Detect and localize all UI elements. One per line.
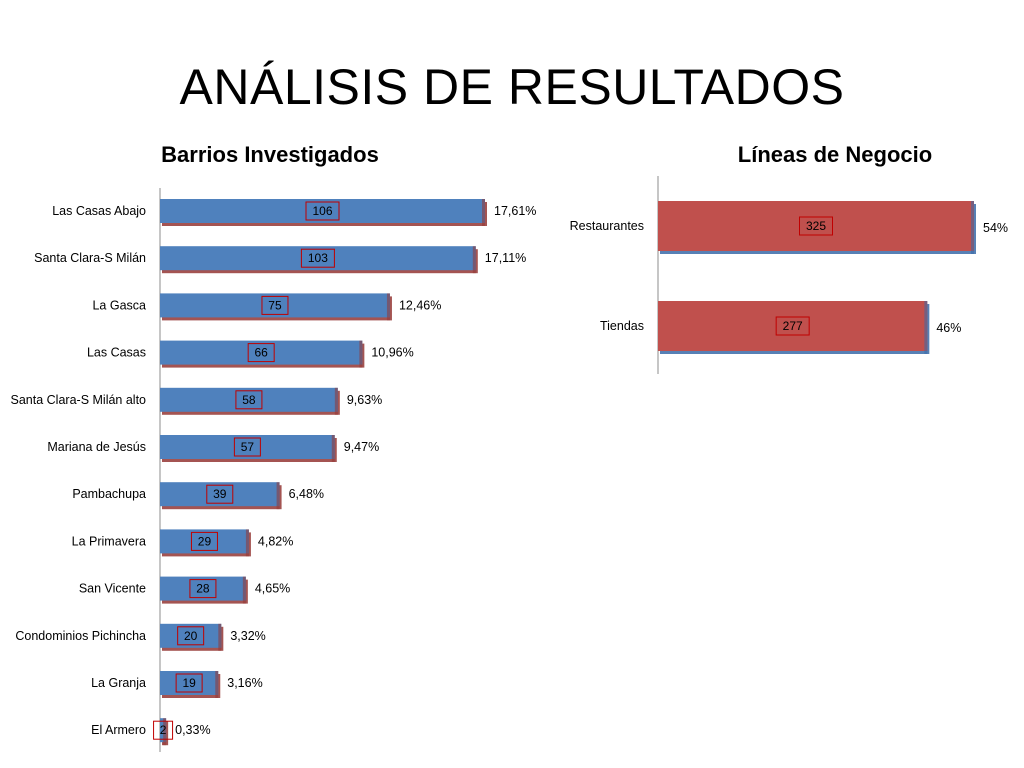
percent-label-la-granja: 3,16% <box>227 676 262 690</box>
bar-edge-la-primavera <box>245 529 249 557</box>
bar-tiendas <box>658 301 928 351</box>
value-label-santa-clara-s-milan: 103 <box>308 251 328 265</box>
lineas-chart-title: Líneas de Negocio <box>737 142 933 167</box>
value-box-la-granja <box>175 673 203 693</box>
category-label-mariana-de-jesus: Mariana de Jesús <box>47 440 146 454</box>
bar-la-primavera <box>160 529 249 554</box>
category-label-la-gasca: La Gasca <box>92 298 146 312</box>
value-box-la-primavera <box>190 531 218 551</box>
barrios-chart-title: Barrios Investigados <box>161 142 379 167</box>
bar-edge-restaurantes <box>971 201 974 254</box>
bar-edge-el-armero <box>163 718 167 746</box>
value-label-santa-clara-s-milan-alto: 58 <box>242 393 256 407</box>
bar-mariana-de-jesus <box>160 435 335 459</box>
bar-edge-la-gasca <box>386 293 390 321</box>
percent-label-mariana-de-jesus: 9,47% <box>344 440 379 454</box>
percent-label-el-armero: 0,33% <box>175 723 210 737</box>
value-label-san-vicente: 28 <box>196 582 210 596</box>
category-label-san-vicente: San Vicente <box>79 582 146 596</box>
bar-edge-pambachupa <box>276 482 280 510</box>
value-box-la-gasca <box>261 295 289 315</box>
bar-edge-las-casas-abajo <box>482 199 485 226</box>
bar-edge-tiendas <box>924 301 928 354</box>
value-box-el-armero <box>153 720 174 740</box>
bar-pambachupa <box>160 482 280 507</box>
value-label-mariana-de-jesus: 57 <box>241 440 255 454</box>
percent-label-la-primavera: 4,82% <box>258 534 293 548</box>
bar-edge-mariana-de-jesus <box>331 435 335 462</box>
value-box-tiendas <box>775 316 810 336</box>
bar-la-granja <box>160 671 219 695</box>
category-label-santa-clara-s-milan: Santa Clara-S Milán <box>34 251 146 265</box>
bar-el-armero <box>160 718 167 743</box>
value-box-pambachupa <box>206 484 234 504</box>
bar-las-casas <box>160 340 363 365</box>
percent-label-la-gasca: 12,46% <box>399 298 441 312</box>
category-label-restaurantes: Restaurantes <box>570 219 644 233</box>
category-label-condominios-pichincha: Condominios Pichincha <box>15 629 146 643</box>
percent-label-las-casas-abajo: 17,61% <box>494 204 536 218</box>
value-box-santa-clara-s-milan-alto <box>235 390 263 410</box>
bar-edge-condominios-pichincha <box>218 623 222 651</box>
bar-la-gasca <box>160 293 390 318</box>
value-box-san-vicente <box>189 579 217 599</box>
value-box-mariana-de-jesus <box>233 437 261 457</box>
category-label-la-primavera: La Primavera <box>72 534 146 548</box>
bar-edge-las-casas <box>359 340 363 368</box>
value-box-restaurantes <box>799 216 833 236</box>
bar-santa-clara-s-milan-alto <box>160 387 338 412</box>
category-label-pambachupa: Pambachupa <box>72 487 146 501</box>
category-label-las-casas: Las Casas <box>87 346 146 360</box>
value-label-las-casas: 66 <box>254 346 268 360</box>
value-label-tiendas: 277 <box>783 319 803 333</box>
percent-label-pambachupa: 6,48% <box>289 487 324 501</box>
bar-santa-clara-s-milan <box>160 246 476 271</box>
value-box-las-casas-abajo <box>305 201 340 221</box>
percent-label-tiendas: 46% <box>936 321 961 335</box>
value-box-condominios-pichincha <box>177 626 205 646</box>
value-label-la-primavera: 29 <box>198 534 212 548</box>
value-label-pambachupa: 39 <box>213 487 227 501</box>
bar-restaurantes <box>658 201 974 251</box>
category-label-tiendas: Tiendas <box>600 319 644 333</box>
value-label-las-casas-abajo: 106 <box>312 204 332 218</box>
bar-edge-san-vicente <box>242 576 246 604</box>
value-label-la-granja: 19 <box>182 676 196 690</box>
category-label-santa-clara-s-milan-alto: Santa Clara-S Milán alto <box>11 393 147 407</box>
percent-label-restaurantes: 54% <box>983 221 1008 235</box>
bar-edge-santa-clara-s-milan-alto <box>334 387 338 415</box>
percent-label-condominios-pichincha: 3,32% <box>230 629 265 643</box>
bar-condominios-pichincha <box>160 623 222 648</box>
slide-title: ANÁLISIS DE RESULTADOS <box>179 59 845 115</box>
bar-las-casas-abajo <box>160 199 485 223</box>
percent-label-las-casas: 10,96% <box>371 346 413 360</box>
value-label-el-armero: 2 <box>160 723 167 737</box>
value-label-condominios-pichincha: 20 <box>184 629 198 643</box>
category-label-el-armero: El Armero <box>91 723 146 737</box>
category-label-la-granja: La Granja <box>91 676 146 690</box>
value-box-las-casas <box>247 343 275 363</box>
bar-edge-santa-clara-s-milan <box>472 246 476 274</box>
percent-label-santa-clara-s-milan: 17,11% <box>485 251 526 265</box>
percent-label-san-vicente: 4,65% <box>255 582 290 596</box>
bar-edge-la-granja <box>215 671 219 698</box>
percent-label-santa-clara-s-milan-alto: 9,63% <box>347 393 382 407</box>
value-box-santa-clara-s-milan <box>300 248 335 268</box>
category-label-las-casas-abajo: Las Casas Abajo <box>52 204 146 218</box>
value-label-la-gasca: 75 <box>268 298 282 312</box>
bar-san-vicente <box>160 576 246 601</box>
value-label-restaurantes: 325 <box>806 219 826 233</box>
